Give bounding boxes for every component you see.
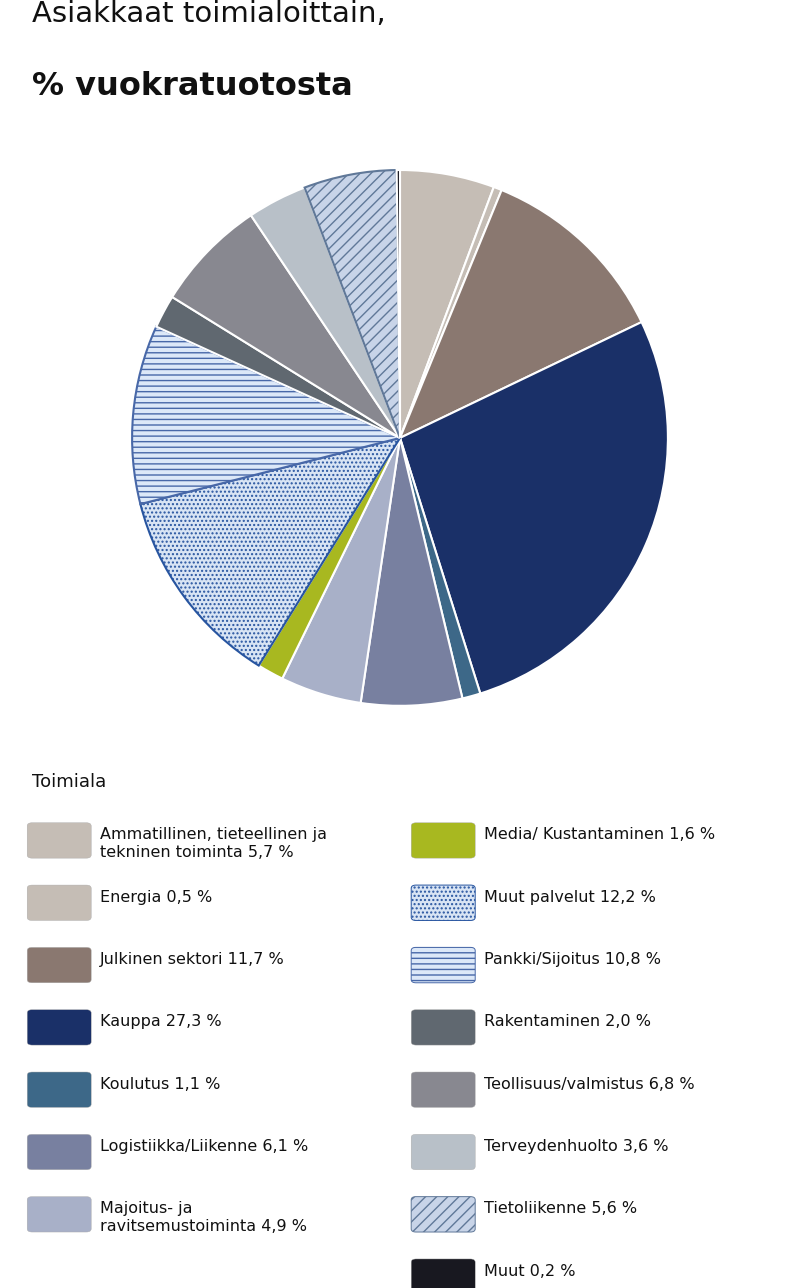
Text: Julkinen sektori 11,7 %: Julkinen sektori 11,7 % <box>100 952 285 967</box>
Wedge shape <box>400 170 494 438</box>
Wedge shape <box>400 438 480 698</box>
Wedge shape <box>140 438 400 666</box>
Text: Ammatillinen, tieteellinen ja
tekninen toiminta 5,7 %: Ammatillinen, tieteellinen ja tekninen t… <box>100 827 327 860</box>
FancyBboxPatch shape <box>411 1197 475 1233</box>
Text: Rakentaminen 2,0 %: Rakentaminen 2,0 % <box>484 1015 651 1029</box>
FancyBboxPatch shape <box>411 885 475 921</box>
FancyBboxPatch shape <box>27 1135 91 1170</box>
Text: Toimiala: Toimiala <box>32 773 106 791</box>
FancyBboxPatch shape <box>411 1258 475 1288</box>
Text: Energia 0,5 %: Energia 0,5 % <box>100 890 212 904</box>
Wedge shape <box>361 438 462 706</box>
Wedge shape <box>400 187 502 438</box>
Wedge shape <box>132 327 400 504</box>
FancyBboxPatch shape <box>27 1197 91 1233</box>
Wedge shape <box>400 322 668 693</box>
FancyBboxPatch shape <box>27 948 91 983</box>
FancyBboxPatch shape <box>27 1010 91 1045</box>
FancyBboxPatch shape <box>411 948 475 983</box>
FancyBboxPatch shape <box>411 823 475 858</box>
Wedge shape <box>156 298 400 438</box>
Wedge shape <box>251 188 400 438</box>
FancyBboxPatch shape <box>411 1072 475 1108</box>
FancyBboxPatch shape <box>411 1135 475 1170</box>
FancyBboxPatch shape <box>27 885 91 921</box>
Text: Koulutus 1,1 %: Koulutus 1,1 % <box>100 1077 220 1092</box>
FancyBboxPatch shape <box>27 823 91 858</box>
Wedge shape <box>282 438 400 703</box>
Text: Majoitus- ja
ravitsemustoiminta 4,9 %: Majoitus- ja ravitsemustoiminta 4,9 % <box>100 1202 307 1234</box>
Text: Tietoliikenne 5,6 %: Tietoliikenne 5,6 % <box>484 1202 637 1216</box>
Text: Media/ Kustantaminen 1,6 %: Media/ Kustantaminen 1,6 % <box>484 827 715 842</box>
Text: Terveydenhuolto 3,6 %: Terveydenhuolto 3,6 % <box>484 1139 669 1154</box>
Text: Kauppa 27,3 %: Kauppa 27,3 % <box>100 1015 222 1029</box>
Text: Logistiikka/Liikenne 6,1 %: Logistiikka/Liikenne 6,1 % <box>100 1139 308 1154</box>
Wedge shape <box>397 170 400 438</box>
Text: % vuokratuotosta: % vuokratuotosta <box>32 71 353 102</box>
FancyBboxPatch shape <box>27 1072 91 1108</box>
Text: Pankki/Sijoitus 10,8 %: Pankki/Sijoitus 10,8 % <box>484 952 661 967</box>
Wedge shape <box>172 215 400 438</box>
FancyBboxPatch shape <box>411 1010 475 1045</box>
Text: Muut palvelut 12,2 %: Muut palvelut 12,2 % <box>484 890 656 904</box>
Wedge shape <box>305 170 400 438</box>
Wedge shape <box>400 191 642 438</box>
Text: Muut 0,2 %: Muut 0,2 % <box>484 1264 575 1279</box>
Text: Asiakkaat toimialoittain,: Asiakkaat toimialoittain, <box>32 0 386 28</box>
Wedge shape <box>258 438 400 679</box>
Text: Teollisuus/valmistus 6,8 %: Teollisuus/valmistus 6,8 % <box>484 1077 694 1092</box>
